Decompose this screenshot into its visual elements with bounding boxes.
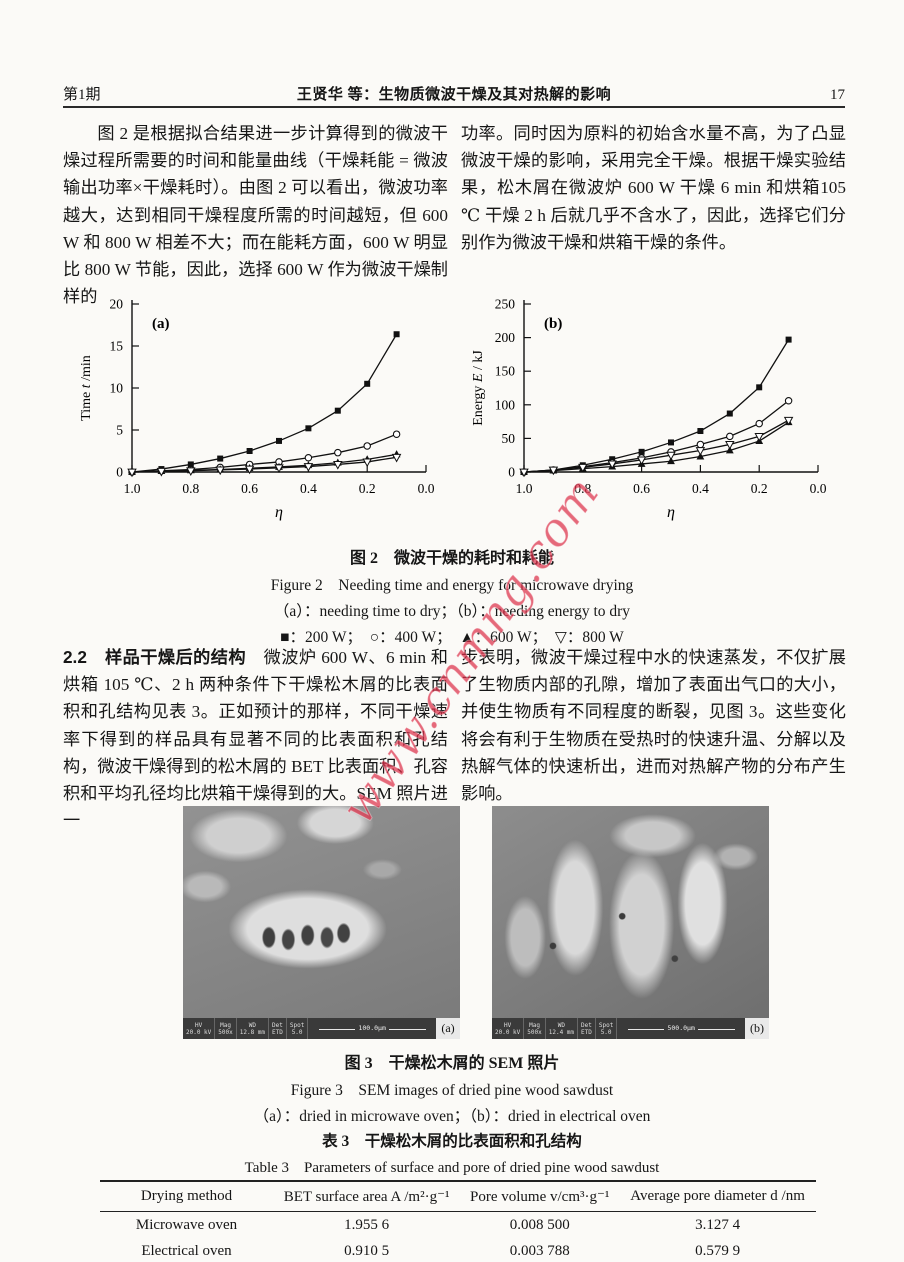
- sem-meta-mag: Mag 500x: [215, 1018, 237, 1039]
- svg-text:η: η: [667, 504, 675, 521]
- svg-text:(a): (a): [152, 316, 170, 332]
- svg-text:20: 20: [110, 297, 124, 312]
- intro-left-column: 图 2 是根据拟合结果进一步计算得到的微波干燥过程所需要的时间和能量曲线（干燥耗…: [63, 120, 448, 310]
- sem-panel-label: (b): [745, 1018, 769, 1039]
- table3-caption-zh: 表 3 干燥松木屑的比表面积和孔结构: [322, 1133, 582, 1150]
- sem-meta-wd: WD 12.4 mm: [546, 1018, 579, 1039]
- figure2-caption-en: Figure 2 Needing time and energy for mic…: [270, 577, 634, 594]
- running-title: 王贤华 等：生物质微波干燥及其对热解的影响: [296, 87, 612, 103]
- svg-text:1.0: 1.0: [516, 481, 533, 496]
- svg-text:0.2: 0.2: [751, 481, 768, 496]
- sem-meta-hv: HV 20.0 kV: [183, 1018, 216, 1039]
- table-row: Electrical oven 0.910 5 0.003 788 0.579 9: [100, 1238, 816, 1262]
- sem-meta-det: Det ETD: [269, 1018, 287, 1039]
- svg-text:10: 10: [110, 381, 124, 396]
- table-cell: 0.003 788: [460, 1238, 620, 1262]
- svg-text:0.8: 0.8: [574, 481, 591, 496]
- svg-text:0.6: 0.6: [241, 481, 258, 496]
- svg-text:0: 0: [508, 465, 515, 480]
- sem-scalebar: 500.0µm: [617, 1018, 745, 1039]
- sem-panel-label: (a): [436, 1018, 460, 1039]
- figure2-caption-sub: （a）：needing time to dry；（b）：needing ener…: [273, 603, 631, 620]
- svg-text:Energy E / kJ: Energy E / kJ: [471, 350, 486, 426]
- chart-energy-vs-eta: 0 50 100 150 200 250 1.0 0.8 0.6 0.4 0.2 0.0 η Energy…: [458, 290, 836, 536]
- sem-image-a-micrograph: [183, 806, 460, 1018]
- table-cell: 1.955 6: [344, 1216, 390, 1233]
- svg-text:0.6: 0.6: [633, 481, 650, 496]
- section22-left-column: 2.2 样品干燥后的结构 微波炉 600 W、6 min 和烘箱 105 ℃、2…: [63, 644, 448, 834]
- sem-image-b-infobar: HV 20.0 kV Mag 500x WD 12.4 mm Det ETD Spot 5.0 50…: [492, 1018, 769, 1039]
- sem-image-a-infobar: HV 20.0 kV Mag 500x WD 12.8 mm Det ETD Spot 5.0 10…: [183, 1018, 460, 1039]
- svg-text:50: 50: [502, 431, 516, 446]
- intro-right-column: 功率。同时因为原料的初始含水量不高，为了凸显微波干燥的影响，采用完全干燥。根据干…: [461, 120, 846, 256]
- section22-right-column: 步表明，微波干燥过程中水的快速蒸发，不仅扩展了生物质内部的孔隙，增加了表面出气口…: [461, 644, 846, 807]
- figure3-caption-zh: 图 3 干燥松木屑的 SEM 照片: [344, 1055, 560, 1072]
- figure3-caption-en: Figure 3 SEM images of dried pine wood s…: [290, 1082, 614, 1099]
- figure2-legend: ■：200 W； ○：400 W； ▲：600 W； ▽：800 W: [280, 629, 624, 646]
- sem-image-b-micrograph: [492, 806, 769, 1018]
- table-cell: 3.127 4: [695, 1216, 741, 1233]
- svg-text:(b): (b): [544, 316, 562, 332]
- table3-col-header: Average pore diameter d /nm: [619, 1180, 816, 1212]
- svg-text:5: 5: [116, 423, 123, 438]
- section22-right-text: 步表明，微波干燥过程中水的快速蒸发，不仅扩展了生物质内部的孔隙，增加了表面出气口…: [461, 648, 846, 804]
- figure3-caption-sub: （a）：dried in microwave oven；（b）：dried in…: [253, 1108, 651, 1125]
- svg-text:0.4: 0.4: [300, 481, 317, 496]
- svg-text:0.0: 0.0: [810, 481, 827, 496]
- table-cell: Microwave oven: [135, 1216, 238, 1233]
- chart-time-vs-eta: 0 5 10 15 20 1.0 0.8 0.6 0.4 0.2 0.0 η Time t /min (a…: [66, 290, 444, 536]
- table3-col-header: BET surface area A /m²·g⁻¹: [273, 1180, 461, 1212]
- svg-text:0.2: 0.2: [359, 481, 376, 496]
- figure2-caption: 图 2 微波干燥的耗时和耗能 Figure 2 Needing time and…: [0, 545, 904, 651]
- sem-meta-mag: Mag 500x: [524, 1018, 546, 1039]
- svg-text:15: 15: [110, 339, 124, 354]
- page-header: 第1期 王贤华 等：生物质微波干燥及其对热解的影响 17: [63, 82, 845, 108]
- table3: Drying method BET surface area A /m²·g⁻¹ P…: [100, 1180, 816, 1262]
- sem-meta-hv: HV 20.0 kV: [492, 1018, 525, 1039]
- sem-image-b: HV 20.0 kV Mag 500x WD 12.4 mm Det ETD Spot 5.0 50…: [492, 806, 769, 1039]
- sem-meta-spot: Spot 5.0: [596, 1018, 618, 1039]
- intro-left-text: 图 2 是根据拟合结果进一步计算得到的微波干燥过程所需要的时间和能量曲线（干燥耗…: [63, 124, 448, 307]
- table-cell: 0.579 9: [619, 1238, 816, 1262]
- sem-meta-spot: Spot 5.0: [287, 1018, 309, 1039]
- issue-label: 第1期: [63, 87, 101, 103]
- table3-header-row: Drying method BET surface area A /m²·g⁻¹ P…: [100, 1180, 816, 1212]
- table-cell: 0.008 500: [509, 1216, 570, 1233]
- svg-text:η: η: [275, 504, 283, 521]
- figure2-caption-zh: 图 2 微波干燥的耗时和耗能: [349, 550, 554, 567]
- table3-caption: 表 3 干燥松木屑的比表面积和孔结构 Table 3 Parameters of…: [0, 1128, 904, 1182]
- section22-heading: 2.2 样品干燥后的结构: [63, 647, 264, 667]
- svg-text:0.0: 0.0: [418, 481, 435, 496]
- sem-image-a: HV 20.0 kV Mag 500x WD 12.8 mm Det ETD Spot 5.0 10…: [183, 806, 460, 1039]
- svg-text:1.0: 1.0: [124, 481, 141, 496]
- svg-text:0: 0: [116, 465, 123, 480]
- svg-text:Time t /min: Time t /min: [79, 355, 94, 421]
- page-number: 17: [830, 87, 845, 103]
- svg-text:150: 150: [495, 364, 516, 379]
- section22-left-text: 微波炉 600 W、6 min 和烘箱 105 ℃、2 h 两种条件下干燥松木屑…: [63, 648, 448, 831]
- sem-meta-det: Det ETD: [578, 1018, 596, 1039]
- svg-text:0.8: 0.8: [182, 481, 199, 496]
- table3-col-header: Pore volume v/cm³·g⁻¹: [460, 1180, 620, 1212]
- table3-col-header: Drying method: [100, 1180, 273, 1212]
- table-row: Microwave oven 1.955 6 0.008 500 3.127 4: [100, 1212, 816, 1239]
- svg-text:0.4: 0.4: [692, 481, 709, 496]
- svg-text:200: 200: [495, 330, 516, 345]
- svg-text:250: 250: [495, 297, 516, 312]
- sem-meta-wd: WD 12.8 mm: [237, 1018, 270, 1039]
- table-cell: 0.910 5: [273, 1238, 461, 1262]
- sem-scalebar: 100.0µm: [308, 1018, 436, 1039]
- table-cell: Electrical oven: [100, 1238, 273, 1262]
- table3-caption-en: Table 3 Parameters of surface and pore o…: [244, 1160, 660, 1176]
- figure3-caption: 图 3 干燥松木屑的 SEM 照片 Figure 3 SEM images of…: [0, 1050, 904, 1130]
- intro-right-text: 功率。同时因为原料的初始含水量不高，为了凸显微波干燥的影响，采用完全干燥。根据干…: [461, 124, 846, 252]
- svg-text:100: 100: [495, 397, 516, 412]
